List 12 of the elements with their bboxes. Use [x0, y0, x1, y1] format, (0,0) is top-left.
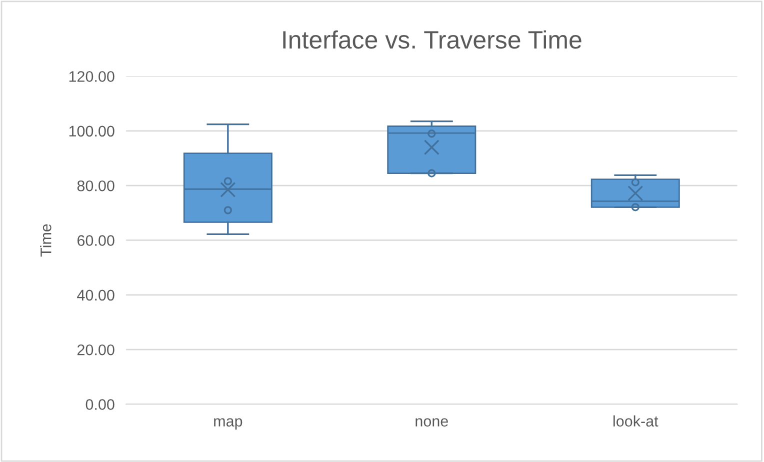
x-tick-label: none — [416, 418, 448, 427]
x-tick-label: look-at — [613, 415, 658, 427]
y-tick-label: 0.00 — [86, 399, 114, 410]
y-tick-label: 60.00 — [77, 235, 114, 246]
y-tick-label: 120.00 — [69, 71, 114, 82]
y-tick-label: 40.00 — [77, 290, 114, 301]
chart-title: Interface vs. Traverse Time — [283, 30, 582, 49]
y-tick-label: 20.00 — [77, 344, 114, 356]
y-axis-title: Time — [40, 224, 52, 257]
x-tick-label: map — [214, 418, 242, 430]
y-tick-label: 100.00 — [69, 126, 114, 137]
y-tick-label: 80.00 — [77, 180, 114, 192]
